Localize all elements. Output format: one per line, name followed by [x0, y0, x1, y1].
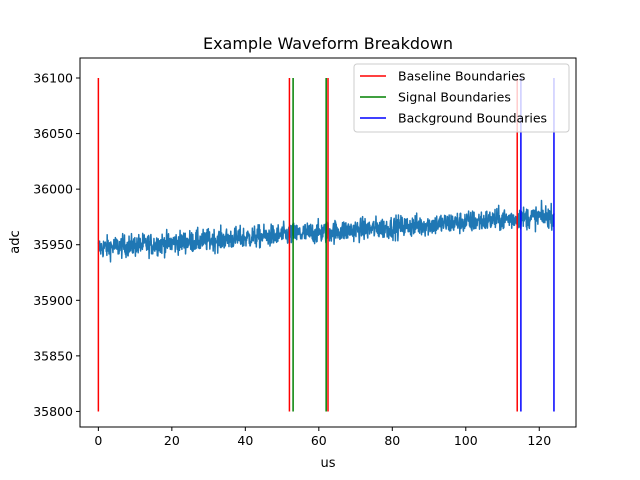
legend-label-background: Background Boundaries: [398, 111, 547, 126]
legend-entry-baseline: Baseline Boundaries: [360, 69, 525, 84]
x-tick-label: 120: [527, 433, 551, 448]
y-tick-label: 35800: [33, 404, 73, 419]
x-axis: 0 20 40 60 80 100 120: [94, 427, 551, 448]
y-tick-label: 36050: [33, 126, 73, 141]
y-tick-label: 36000: [33, 182, 73, 197]
y-axis: 35800 35850 35900 35950 36000 36050 36100: [33, 71, 80, 419]
plot-area: [79, 57, 577, 428]
x-tick-label: 80: [384, 433, 400, 448]
y-tick-label: 35900: [33, 293, 73, 308]
legend-label-signal: Signal Boundaries: [398, 90, 511, 105]
legend: Baseline Boundaries Signal Boundaries Ba…: [353, 63, 570, 133]
x-tick-label: 0: [94, 433, 102, 448]
x-axis-label: us: [320, 456, 335, 471]
legend-box: [353, 63, 570, 133]
x-tick-label: 20: [164, 433, 180, 448]
legend-label-baseline: Baseline Boundaries: [398, 69, 525, 84]
y-tick-label: 35950: [33, 237, 73, 252]
x-tick-label: 100: [454, 433, 478, 448]
axes-frame: [79, 57, 577, 428]
y-axis-label: adc: [8, 230, 23, 253]
boundary-layer: [97, 78, 555, 412]
x-tick-label: 40: [237, 433, 253, 448]
y-tick-label: 35850: [33, 348, 73, 363]
legend-entry-background: Background Boundaries: [360, 111, 547, 126]
legend-entry-signal: Signal Boundaries: [360, 90, 511, 105]
chart-title: Example Waveform Breakdown: [203, 34, 453, 53]
x-tick-label: 60: [311, 433, 327, 448]
y-tick-label: 36100: [33, 71, 73, 86]
